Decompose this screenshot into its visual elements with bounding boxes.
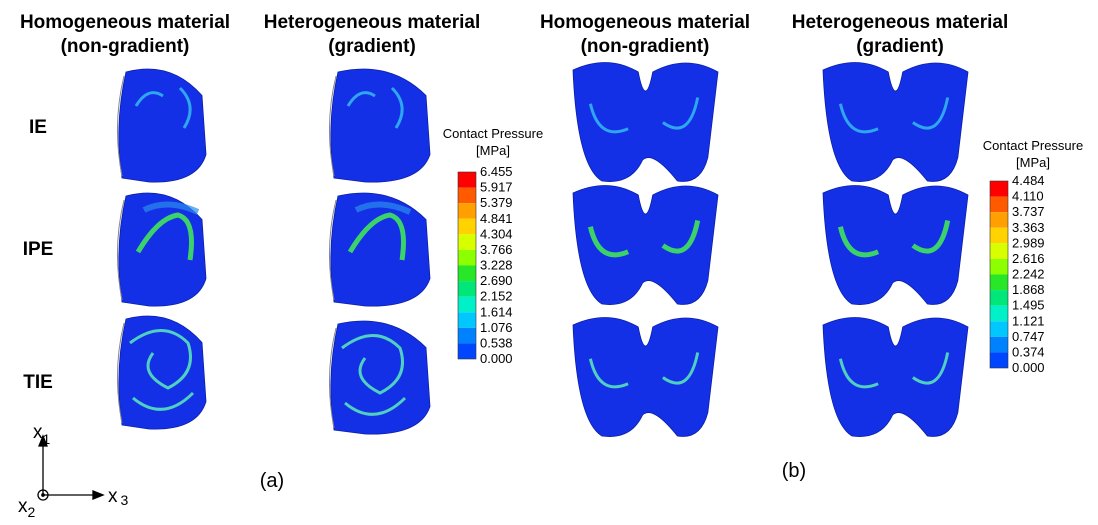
legend-label: 5.379: [480, 195, 513, 210]
axis-letter: x: [33, 422, 43, 443]
legend-swatch: [990, 306, 1008, 322]
legend-title: Contact Pressure: [443, 126, 543, 141]
legend-label: 2.690: [480, 273, 513, 288]
patella-plot: [119, 69, 206, 182]
row-label: IE: [29, 117, 47, 138]
legend-label: 3.363: [1012, 220, 1045, 235]
legend-title: Contact Pressure: [983, 138, 1083, 153]
legend-title: [MPa]: [476, 143, 510, 158]
arrow-head: [93, 491, 103, 499]
column-heading: Homogeneous material: [20, 12, 230, 33]
legend-swatch: [458, 266, 476, 282]
legend-title: [MPa]: [1016, 155, 1050, 170]
legend-label: 1.614: [480, 304, 513, 319]
legend-label: 0.538: [480, 335, 513, 350]
legend-swatch: [458, 219, 476, 235]
femur-plot: [823, 317, 968, 436]
panel-label: (a): [260, 470, 284, 492]
legend-swatch: [990, 275, 1008, 291]
column-heading: (gradient): [856, 36, 944, 57]
fe-plots: [117, 62, 968, 436]
legend-swatch: [458, 188, 476, 204]
legend-swatch: [458, 343, 476, 359]
legend-label: 1.121: [1012, 313, 1045, 328]
axis-letter: x: [18, 496, 28, 517]
axis-sub: 2: [28, 504, 36, 520]
axis-label: x2: [18, 496, 36, 520]
panel-label: (b): [782, 460, 806, 482]
column-heading: (gradient): [328, 36, 416, 57]
legend-swatch: [990, 259, 1008, 275]
patella-plot: [331, 321, 430, 434]
legend-label: 1.076: [480, 320, 513, 335]
legend-swatch: [990, 337, 1008, 353]
row-label: TIE: [23, 372, 53, 393]
legend-swatch: [990, 181, 1008, 197]
legend-label: 0.000: [480, 351, 513, 366]
column-heading: (non-gradient): [581, 36, 710, 57]
figure: x1 x2 x3 (a) (b) Homogeneous material(no…: [0, 0, 1098, 520]
column-heading: Heterogeneous material: [792, 12, 1008, 33]
legend-swatch: [990, 243, 1008, 259]
legend-swatch: [458, 203, 476, 219]
legend-label: 1.868: [1012, 282, 1045, 297]
legend-swatch: [458, 328, 476, 344]
legend-swatch: [990, 197, 1008, 213]
axis-label: x1: [33, 422, 51, 447]
column-heading: Heterogeneous material: [264, 12, 480, 33]
legend-label: 2.616: [1012, 251, 1045, 266]
axis-letter: x: [108, 486, 118, 507]
legend-swatch: [990, 290, 1008, 306]
legend-label: 4.841: [480, 211, 513, 226]
femur-plot: [823, 62, 968, 181]
legend-swatch: [990, 228, 1008, 244]
legend-swatch: [990, 321, 1008, 337]
legend-label: 3.228: [480, 258, 513, 273]
axis-origin-dot: [42, 494, 44, 496]
legend-label: 4.304: [480, 226, 513, 241]
legend-label: 2.989: [1012, 235, 1045, 250]
femur-plot: [573, 62, 718, 181]
legend-swatch: [458, 281, 476, 297]
column-heading: Homogeneous material: [540, 12, 750, 33]
row-label: IPE: [23, 239, 54, 260]
legend-label: 5.917: [480, 180, 513, 195]
legend-label: 2.242: [1012, 267, 1045, 282]
patella-plot: [331, 69, 430, 182]
legend-label: 0.000: [1012, 360, 1045, 375]
legend-label: 6.455: [480, 164, 513, 179]
patella-plot: [331, 193, 430, 306]
legend-label: 1.495: [1012, 298, 1045, 313]
legend-label: 4.110: [1012, 189, 1044, 204]
legend-swatch: [990, 212, 1008, 228]
axis-sub: 3: [121, 492, 129, 508]
legend-label: 3.737: [1012, 204, 1045, 219]
legend-swatch: [458, 250, 476, 266]
legend-swatch: [458, 297, 476, 313]
femur-plot: [573, 317, 718, 436]
legend-label: 4.484: [1012, 173, 1045, 188]
legend-swatch: [990, 352, 1008, 368]
legend-label: 2.152: [480, 289, 513, 304]
legend-swatch: [458, 234, 476, 250]
patella-plot: [119, 316, 206, 429]
legend-label: 0.374: [1012, 344, 1045, 359]
legend-label: 0.747: [1012, 329, 1045, 344]
column-heading: (non-gradient): [61, 36, 190, 57]
legend-swatch: [458, 172, 476, 188]
legend-label: 3.766: [480, 242, 513, 257]
axis-sub: 1: [43, 431, 51, 447]
legend-swatch: [458, 312, 476, 328]
